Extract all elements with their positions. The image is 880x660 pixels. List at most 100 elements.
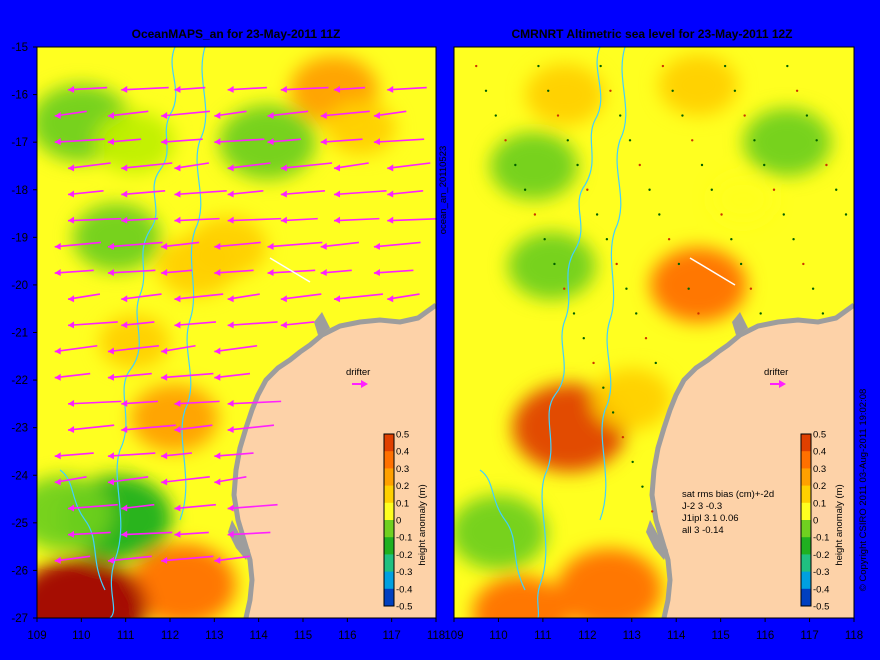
current-vector (174, 293, 224, 300)
x-tick-label: 110 (72, 630, 90, 642)
current-vector (161, 241, 200, 248)
altimeter-observation (753, 139, 756, 142)
current-vector-head (174, 295, 181, 303)
current-vector (121, 531, 173, 536)
y-tick-label: -22 (11, 375, 28, 387)
anomaly-patch (454, 494, 547, 570)
altimeter-observation (651, 510, 654, 513)
colorbar-swatch (801, 468, 811, 487)
colorbar-swatch (801, 520, 811, 538)
altimeter-observation (864, 263, 866, 265)
current-vector-head (121, 216, 128, 224)
altimeter-observation (661, 64, 665, 68)
current-vector-head (320, 242, 327, 250)
altimeter-observation (782, 213, 785, 216)
current-vector (107, 269, 156, 274)
current-vector-head (54, 111, 61, 119)
altimeter-observation (667, 238, 671, 241)
left-map-panel: OceanMAPS_an for 23-May-2011 11Z drifter… (11, 27, 449, 642)
y-tick-label: -27 (11, 613, 28, 625)
current-vector-head (161, 111, 168, 119)
current-vector-head (320, 269, 327, 277)
y-tick-label: -24 (11, 470, 28, 482)
altimeter-observation (599, 64, 602, 68)
x-tick-label: 112 (161, 630, 179, 642)
right-map-panel: CMRNRT Altimetric sea level for 23-May-2… (444, 27, 866, 642)
y-tick-label: -17 (11, 137, 28, 149)
colorbar-swatch (801, 451, 811, 469)
right-bathymetry-contour (537, 47, 602, 618)
right-bathymetry-contour (599, 47, 627, 521)
current-vector (121, 293, 162, 300)
colorbar-tick-label: -0.5 (396, 602, 412, 613)
current-vector-head (280, 295, 287, 303)
current-vector (227, 321, 278, 327)
altimeter-observation (710, 188, 713, 191)
colorbar-tick-label: -0.2 (813, 550, 829, 561)
altimeter-observation (723, 64, 727, 68)
current-vector (54, 269, 94, 274)
current-vector-head (107, 111, 114, 119)
left-y-axis: -15 -16 -17 -18 -19 -20 -21 -22 -23 -24 -25 -26 -27 (11, 42, 37, 625)
current-vector-head (161, 452, 168, 460)
current-vector-head (227, 504, 234, 512)
altimeter-observation (576, 163, 579, 167)
x-tick-label: 118 (845, 630, 863, 642)
current-vector (161, 555, 214, 562)
current-vector-head (161, 347, 168, 355)
current-vector-head (227, 426, 234, 434)
altimeter-observation (523, 188, 527, 191)
current-vector-head (107, 478, 114, 486)
colorbar-tick-label: 0.2 (813, 481, 826, 492)
current-vector-head (174, 190, 181, 198)
current-vector-head (68, 164, 75, 172)
colorbar-tick-label: 0.1 (813, 498, 826, 509)
altimeter-observation (484, 89, 488, 92)
current-vector-head (107, 373, 114, 381)
current-vector (161, 110, 210, 117)
current-vector (107, 452, 156, 458)
colorbar-tick-label: -0.3 (813, 567, 829, 578)
left-colorbar-label: height anomaly (m) (417, 484, 428, 565)
current-vector-head (214, 111, 221, 119)
current-vector-head (174, 399, 181, 407)
altimeter-observation (631, 460, 634, 464)
altimeter-observation (743, 114, 746, 117)
current-vector-head (54, 347, 61, 355)
current-vector-head (68, 295, 75, 303)
anomaly-patch (472, 575, 570, 618)
current-vector-head (267, 242, 274, 250)
current-vector-head (227, 530, 234, 538)
y-tick-label: -18 (11, 185, 28, 197)
y-tick-label: -23 (11, 423, 28, 435)
anomaly-patch (99, 314, 170, 370)
current-vector (67, 86, 108, 91)
colorbar-swatch (384, 502, 394, 521)
colorbar-tick-label: 0 (396, 516, 401, 527)
y-tick-label: -20 (11, 280, 28, 292)
current-vector (333, 217, 380, 222)
current-vector (121, 190, 166, 196)
altimeter-observation (615, 262, 618, 266)
current-vector-head (174, 530, 181, 538)
current-vector-head (68, 399, 75, 407)
anomaly-patch (712, 175, 774, 224)
current-vector (174, 400, 220, 405)
colorbar-swatch (801, 434, 811, 452)
altimeter-observation (759, 312, 762, 315)
left-drifter-label: drifter (346, 367, 370, 378)
current-vector (320, 138, 363, 143)
current-vector (214, 452, 254, 458)
current-vector (54, 241, 102, 248)
current-vector-head (334, 295, 341, 303)
current-vector (267, 110, 309, 117)
current-vector-head (174, 426, 181, 434)
current-vector-head (161, 556, 168, 564)
current-vector-head (68, 190, 75, 198)
current-vector (333, 190, 387, 196)
current-vector (107, 344, 160, 353)
altimeter-observation (802, 262, 805, 266)
stats-line: J1ipl 3.1 0.06 (682, 513, 739, 524)
altimeter-observation (586, 188, 589, 191)
